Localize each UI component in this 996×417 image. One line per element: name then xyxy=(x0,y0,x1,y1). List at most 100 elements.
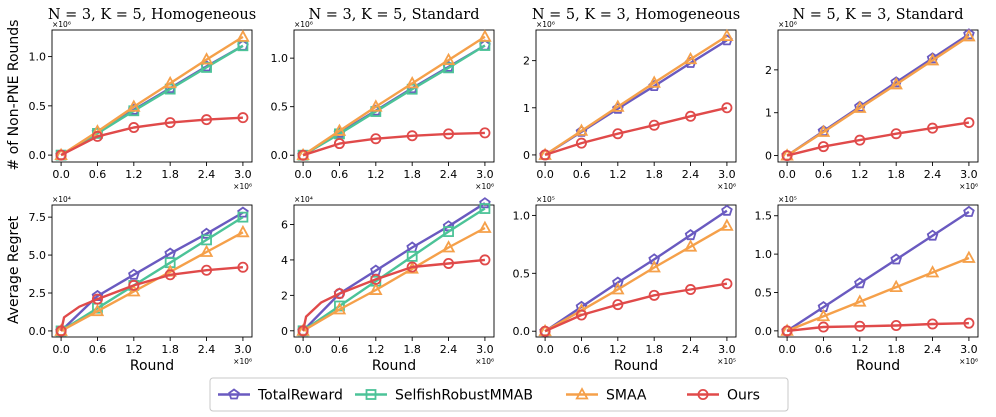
series-line-smaa xyxy=(786,256,970,333)
y-tick-label: 6 xyxy=(281,218,288,231)
point-selfishrobustmmab xyxy=(201,234,212,246)
point-smaa xyxy=(127,284,141,297)
x-tick-label: 3.0 xyxy=(476,168,494,181)
point-ours xyxy=(55,149,67,161)
plot-frame xyxy=(535,204,737,338)
point-smaa xyxy=(163,75,177,89)
point-smaa xyxy=(925,53,940,66)
point-smaa xyxy=(405,76,419,89)
point-totalreward xyxy=(890,76,902,88)
series-line-smaa xyxy=(302,226,486,332)
point-ours xyxy=(685,110,697,122)
point-smaa xyxy=(478,220,492,233)
y-tick-label: 2 xyxy=(281,289,288,302)
point-smaa xyxy=(683,51,698,65)
x-axis-label: Round xyxy=(614,358,658,374)
point-smaa xyxy=(199,244,214,257)
x-tick-label: 2.4 xyxy=(924,168,942,181)
point-ours xyxy=(612,128,624,140)
x-tick-label: 2.4 xyxy=(440,168,458,181)
point-ours xyxy=(817,321,829,333)
point-smaa xyxy=(369,99,383,112)
y-tick-label: 1.0 xyxy=(755,248,773,261)
x-tick-label: 0.0 xyxy=(536,168,554,181)
point-ours xyxy=(890,128,902,140)
point-smaa xyxy=(199,52,214,65)
point-smaa xyxy=(889,77,903,90)
x-tick-label: 0.6 xyxy=(815,343,833,356)
x-tick-label: 0.0 xyxy=(52,168,70,181)
point-ours xyxy=(963,117,975,129)
point-ours xyxy=(479,254,491,266)
point-ours xyxy=(333,288,345,300)
plot-frame xyxy=(293,29,495,163)
legend-marker-smaa xyxy=(575,387,589,400)
x-tick-label: 3.0 xyxy=(960,168,978,181)
point-ours xyxy=(648,289,660,301)
panel-6: 0.0 0.6 1.2 1.8 2.4 3.0×10⁶ 0 2 4 6 ×10⁴ Round xyxy=(281,195,495,374)
point-smaa xyxy=(369,282,383,295)
y-tick-label: 0.5 xyxy=(755,286,773,299)
legend-label-totalreward: TotalReward xyxy=(257,388,343,404)
point-smaa xyxy=(90,303,105,317)
plot-frame xyxy=(777,204,979,338)
x-tick-label: 2.4 xyxy=(924,343,942,356)
series-line-selfishrobustmmab xyxy=(302,44,486,157)
point-ours xyxy=(164,117,176,129)
x-multiplier: ×10⁶ xyxy=(233,182,252,191)
point-ours xyxy=(685,284,697,296)
series-line-ours xyxy=(302,131,485,157)
point-ours xyxy=(297,325,309,337)
x-tick-label: 2.4 xyxy=(682,343,700,356)
series-line-smaa xyxy=(60,231,244,332)
point-smaa xyxy=(647,75,661,88)
point-ours xyxy=(55,325,67,337)
y-tick-label: 0.0 xyxy=(513,325,531,338)
x-tick-label: 0.6 xyxy=(89,168,107,181)
point-ours xyxy=(927,122,939,134)
point-smaa xyxy=(962,29,976,42)
y-tick-label: 2 xyxy=(523,55,530,68)
point-ours xyxy=(539,149,551,161)
point-totalreward xyxy=(963,28,975,40)
y-tick-label: 5.0 xyxy=(29,249,47,262)
series-line-ours xyxy=(786,322,969,333)
y-tick-label: 1.0 xyxy=(29,51,47,64)
point-ours xyxy=(854,134,866,146)
x-multiplier: ×10⁶ xyxy=(475,357,494,366)
point-ours xyxy=(128,279,140,291)
point-smaa xyxy=(574,123,589,136)
x-tick-label: 1.8 xyxy=(887,343,905,356)
y-multiplier: ×10⁴ xyxy=(52,195,71,204)
x-tick-label: 0.6 xyxy=(89,343,107,356)
x-tick-label: 0.6 xyxy=(573,343,591,356)
x-tick-label: 0.0 xyxy=(52,343,70,356)
point-ours xyxy=(575,137,587,149)
series-line-smaa xyxy=(544,35,728,156)
point-selfishrobustmmab xyxy=(443,226,454,237)
legend-marker-totalreward xyxy=(228,388,240,400)
series-line-ours xyxy=(786,121,970,157)
series-line-selfishrobustmmab xyxy=(302,207,486,332)
point-ours xyxy=(237,112,249,124)
x-tick-label: 1.2 xyxy=(851,168,869,181)
point-smaa xyxy=(332,123,347,136)
legend-label-ours: Ours xyxy=(727,388,760,404)
point-ours xyxy=(91,293,103,305)
point-totalreward xyxy=(890,253,902,265)
x-tick-label: 1.2 xyxy=(609,168,627,181)
series-line-smaa xyxy=(60,35,244,157)
point-ours xyxy=(297,149,309,161)
point-selfishrobustmmab xyxy=(479,203,491,214)
x-tick-label: 0.6 xyxy=(331,343,349,356)
panel-2: N = 3, K = 5, Standard 0.0 0.6 1.2 1.8 2.4 3.0… xyxy=(271,7,495,191)
y-tick-label: 0 xyxy=(523,149,530,162)
point-ours xyxy=(648,119,660,131)
x-tick-label: 3.0 xyxy=(234,343,252,356)
x-tick-label: 3.0 xyxy=(476,343,494,356)
point-smaa xyxy=(236,29,250,42)
plot-frame xyxy=(535,29,737,163)
panel-title: N = 5, K = 3, Homogeneous xyxy=(532,7,740,23)
point-smaa xyxy=(611,99,625,112)
x-tick-label: 1.8 xyxy=(403,168,421,181)
